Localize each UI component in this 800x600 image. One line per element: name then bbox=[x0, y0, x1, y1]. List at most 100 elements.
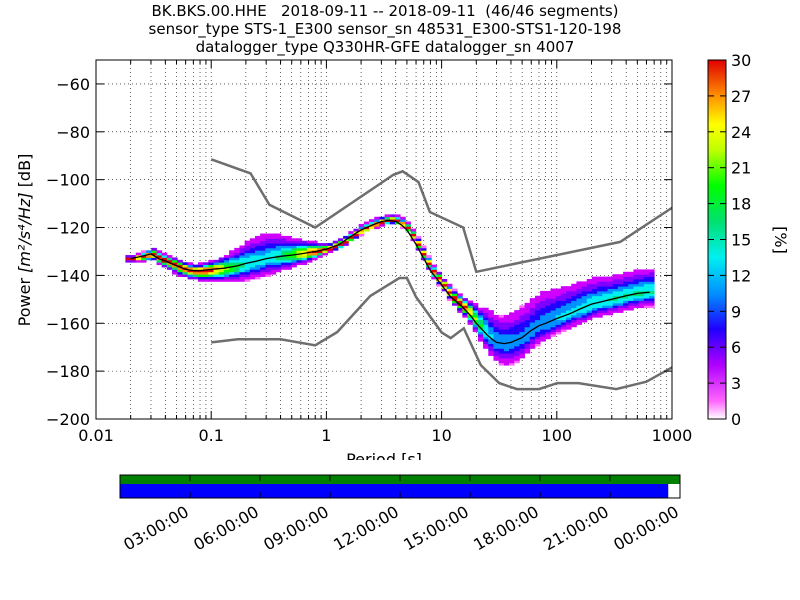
heatmap-cell bbox=[524, 341, 531, 345]
heatmap-cell bbox=[571, 302, 577, 306]
heatmap-cell bbox=[534, 300, 541, 304]
heatmap-cell bbox=[337, 245, 344, 249]
heatmap-cell bbox=[550, 305, 557, 309]
heatmap-cell bbox=[519, 346, 525, 349]
heatmap-cell bbox=[234, 262, 240, 266]
heatmap-cell bbox=[291, 264, 297, 268]
heatmap-cell bbox=[280, 262, 287, 266]
heatmap-cell bbox=[239, 264, 246, 268]
heatmap-cell bbox=[260, 259, 266, 263]
heatmap-cell bbox=[498, 348, 505, 352]
heatmap-cell bbox=[591, 312, 598, 316]
heatmap-cell bbox=[591, 300, 598, 304]
heatmap-cell bbox=[571, 314, 577, 318]
heatmap-cell bbox=[374, 223, 380, 227]
heatmap-cell bbox=[648, 295, 655, 299]
heatmap-cell bbox=[446, 283, 453, 287]
heatmap-cell bbox=[628, 274, 634, 277]
heatmap-cell bbox=[560, 326, 567, 330]
heatmap-cell bbox=[483, 310, 489, 313]
heatmap-cell bbox=[436, 283, 443, 287]
heatmap-cell bbox=[374, 226, 380, 230]
heatmap-cell bbox=[249, 274, 256, 277]
heatmap-cell bbox=[545, 290, 551, 294]
heatmap-cell bbox=[255, 257, 261, 261]
heatmap-cell bbox=[529, 341, 536, 345]
heatmap-cell bbox=[270, 247, 277, 251]
heatmap-cell bbox=[534, 338, 541, 342]
heatmap-cell bbox=[617, 298, 624, 301]
heatmap-cell bbox=[187, 262, 194, 266]
heatmap-cell bbox=[514, 353, 520, 356]
heatmap-cell bbox=[534, 322, 541, 325]
heatmap-cell bbox=[270, 262, 277, 266]
heatmap-cell bbox=[509, 319, 515, 323]
heatmap-cell bbox=[540, 310, 546, 313]
colorbar-tick-label: 12 bbox=[731, 266, 751, 285]
heatmap-cell bbox=[239, 267, 246, 270]
heatmap-cell bbox=[182, 271, 189, 275]
heatmap-cell bbox=[648, 283, 655, 287]
heatmap-cell bbox=[379, 223, 386, 227]
x-tick-label: 1 bbox=[321, 426, 331, 445]
heatmap-cell bbox=[638, 298, 645, 301]
heatmap-cell bbox=[591, 286, 598, 289]
heatmap-cell bbox=[244, 267, 251, 270]
heatmap-cell bbox=[317, 252, 323, 256]
heatmap-cell bbox=[472, 312, 479, 316]
heatmap-cell bbox=[291, 257, 297, 261]
heatmap-cell bbox=[436, 278, 443, 282]
heatmap-cell bbox=[255, 238, 261, 242]
heatmap-cell bbox=[156, 262, 163, 266]
heatmap-cell bbox=[550, 295, 557, 299]
heatmap-cell bbox=[483, 326, 489, 330]
heatmap-cell bbox=[597, 307, 603, 311]
heatmap-cell bbox=[426, 255, 432, 258]
heatmap-cell bbox=[477, 338, 484, 342]
heatmap-cell bbox=[591, 305, 598, 309]
heatmap-cell bbox=[509, 322, 515, 325]
heatmap-cell bbox=[420, 245, 427, 249]
heatmap-cell bbox=[415, 240, 422, 244]
heatmap-cell bbox=[586, 310, 593, 313]
heatmap-cell bbox=[472, 319, 479, 323]
heatmap-cell bbox=[617, 278, 624, 282]
heatmap-cell bbox=[498, 350, 505, 354]
heatmap-cell bbox=[301, 255, 308, 258]
heatmap-cell bbox=[519, 350, 525, 354]
heatmap-cell bbox=[612, 286, 619, 289]
heatmap-cell bbox=[524, 343, 531, 347]
y-tick-label: −100 bbox=[46, 171, 90, 190]
heatmap-cell bbox=[234, 267, 240, 270]
heatmap-cell bbox=[457, 295, 463, 299]
heatmap-cell bbox=[477, 336, 484, 340]
timeline-tick-label: 21:00:00 bbox=[540, 502, 612, 554]
heatmap-cell bbox=[306, 247, 313, 251]
heatmap-cell bbox=[509, 312, 515, 316]
heatmap-cell bbox=[643, 276, 650, 280]
heatmap-cell bbox=[260, 262, 266, 266]
heatmap-cell bbox=[177, 267, 183, 270]
heatmap-cell bbox=[223, 278, 230, 282]
heatmap-cell bbox=[597, 290, 603, 294]
heatmap-cell bbox=[218, 262, 225, 266]
heatmap-cell bbox=[617, 302, 624, 306]
heatmap-cell bbox=[503, 336, 510, 340]
heatmap-cell bbox=[540, 312, 546, 316]
heatmap-cell bbox=[457, 293, 463, 297]
heatmap-cell bbox=[555, 326, 562, 330]
heatmap-cell bbox=[239, 245, 246, 249]
heatmap-cell bbox=[509, 353, 515, 356]
heatmap-cell bbox=[187, 276, 194, 280]
heatmap-cell bbox=[483, 314, 489, 318]
heatmap-cell bbox=[223, 271, 230, 275]
heatmap-cell bbox=[234, 269, 240, 273]
heatmap-cell bbox=[223, 262, 230, 266]
heatmap-cell bbox=[566, 295, 572, 299]
heatmap-cell bbox=[275, 252, 282, 256]
heatmap-cell bbox=[514, 336, 520, 340]
heatmap-cell bbox=[560, 317, 567, 321]
heatmap-cell bbox=[514, 350, 520, 354]
heatmap-cell bbox=[648, 281, 655, 285]
heatmap-cell bbox=[483, 338, 489, 342]
